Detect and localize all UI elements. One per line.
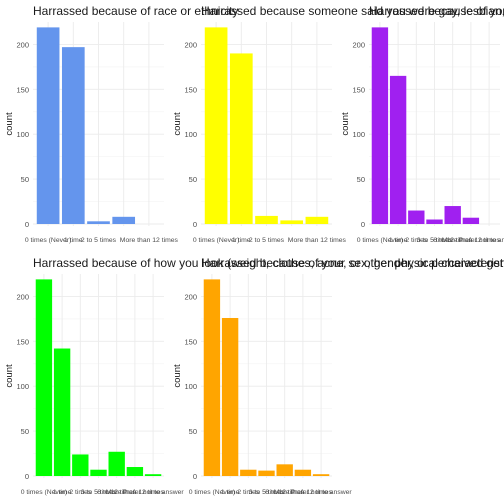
y-tick-label: 150 (16, 337, 29, 346)
bar (204, 27, 228, 224)
y-tick-label: 100 (352, 130, 365, 139)
bar (36, 27, 60, 224)
bar (108, 451, 125, 476)
x-tick-label: More than 12 times (120, 237, 179, 244)
bar (144, 474, 162, 476)
bar (426, 219, 443, 224)
x-tick-label: Prefer not to answer (122, 489, 184, 496)
y-tick-label: 50 (189, 427, 197, 436)
chart-title: Harrassed because of race or ethnicity (33, 4, 238, 18)
x-tick-label: 1 time (64, 237, 83, 244)
y-tick-label: 150 (184, 85, 197, 94)
x-tick-label: 6 to 12 times (97, 489, 137, 496)
bar (371, 27, 389, 224)
x-tick-label: 2 times (237, 489, 260, 496)
x-tick-label: 2 times (405, 237, 428, 244)
x-tick-label: 6 to 12 times (265, 489, 305, 496)
y-tick-label: 100 (184, 382, 197, 391)
y-tick-label: 50 (21, 175, 29, 184)
y-tick-label: 50 (21, 427, 29, 436)
bar (276, 464, 293, 476)
bar (87, 221, 110, 224)
x-tick-label: 3 to 5 times (249, 489, 285, 496)
x-tick-label: 0 times (Never) (25, 237, 71, 244)
y-tick-label: 150 (184, 337, 197, 346)
bar (229, 53, 253, 224)
bar (280, 220, 304, 224)
bar (389, 75, 407, 224)
x-tick-label: More than 12 times (106, 489, 165, 496)
x-tick-label: 0 times (Never) (193, 237, 239, 244)
y-tick-label: 150 (16, 85, 29, 94)
y-tick-label: 0 (193, 472, 197, 481)
chart-title: Harrassed because of your sexual orienta… (369, 4, 504, 18)
bar (312, 474, 330, 476)
y-tick-label: 100 (16, 382, 29, 391)
chart-title: Harrassed because someone said you were … (201, 4, 504, 18)
y-tick-label: 200 (184, 40, 197, 49)
bar (305, 216, 329, 224)
y-tick-label: 0 (361, 220, 365, 229)
y-axis-label: count (340, 112, 351, 136)
x-tick-label: 1 time (232, 237, 251, 244)
y-tick-label: 0 (25, 472, 29, 481)
x-tick-label: Prefer not to answer (458, 237, 504, 244)
y-tick-label: 0 (25, 220, 29, 229)
y-tick-label: 100 (16, 130, 29, 139)
y-tick-label: 50 (357, 175, 365, 184)
x-tick-label: 2 to 5 times (249, 237, 285, 244)
x-tick-label: More than 12 times (442, 237, 501, 244)
x-tick-label: 0 times (Never) (357, 237, 403, 244)
y-axis-label: count (4, 112, 15, 136)
bar (203, 279, 221, 476)
bar (126, 467, 144, 476)
y-axis-label: count (4, 364, 15, 388)
bar (112, 216, 136, 224)
y-tick-label: 50 (189, 175, 197, 184)
chart-title: Harrassed because of how you look (weigh… (33, 256, 504, 270)
x-tick-label: More than 12 times (288, 237, 347, 244)
x-tick-label: More than 12 times (274, 489, 333, 496)
y-tick-label: 0 (193, 220, 197, 229)
bar (255, 215, 278, 224)
y-tick-label: 100 (184, 130, 197, 139)
x-tick-label: Prefer not to answer (290, 489, 352, 496)
y-tick-label: 200 (352, 40, 365, 49)
x-tick-label: 0 times (Never) (21, 489, 67, 496)
bar (221, 317, 239, 476)
bar (53, 348, 71, 476)
chart-title: Harrassed because of your sex, gender, o… (201, 256, 504, 270)
bar (258, 470, 275, 476)
x-tick-label: 1 time (221, 489, 240, 496)
y-axis-label: count (172, 364, 183, 388)
bar (444, 206, 461, 224)
bar (35, 279, 53, 476)
bar (462, 217, 480, 224)
bar (61, 47, 85, 224)
x-tick-label: 6 to 12 times (433, 237, 473, 244)
y-tick-label: 200 (16, 40, 29, 49)
bar (408, 210, 425, 224)
y-tick-label: 200 (184, 292, 197, 301)
bar (240, 469, 257, 476)
y-tick-label: 200 (16, 292, 29, 301)
bar (90, 469, 107, 476)
x-tick-label: 0 times (Never) (189, 489, 235, 496)
x-tick-label: 3 to 5 times (417, 237, 453, 244)
y-tick-label: 150 (352, 85, 365, 94)
x-tick-label: 1 time (53, 489, 72, 496)
x-tick-label: 2 to 5 times (81, 237, 117, 244)
x-tick-label: 3 to 5 times (81, 489, 117, 496)
x-tick-label: 2 times (69, 489, 92, 496)
y-axis-label: count (172, 112, 183, 136)
bar (294, 469, 312, 476)
bar (72, 454, 89, 476)
x-tick-label: 1 time (389, 237, 408, 244)
